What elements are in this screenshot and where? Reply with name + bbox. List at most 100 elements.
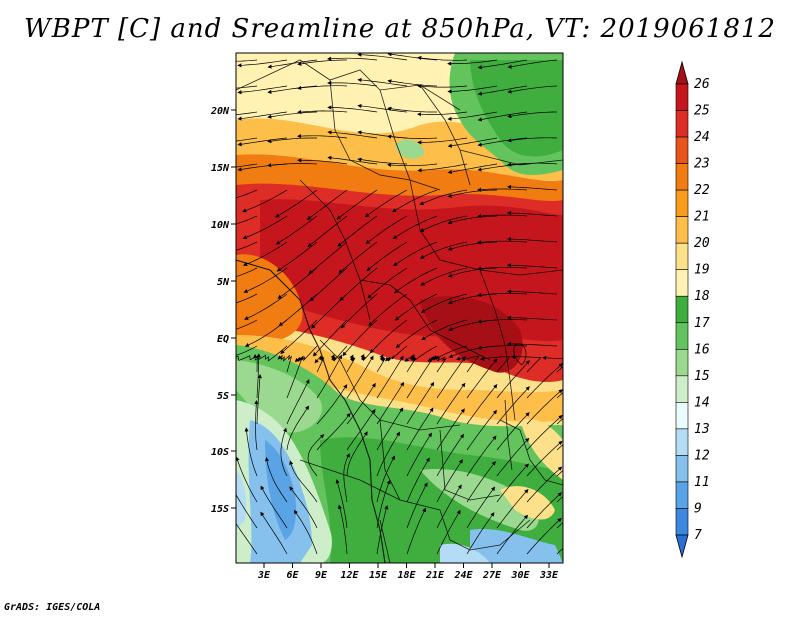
- streamline: [392, 189, 438, 213]
- latitude-axis: 20N 15N 10N 5N EQ 5S 10S 15S: [210, 106, 236, 515]
- streamline: [286, 379, 310, 425]
- streamline: [242, 241, 288, 266]
- streamline: [526, 440, 563, 477]
- streamline: [385, 345, 408, 362]
- streamline: [447, 59, 498, 66]
- streamline: [417, 55, 468, 61]
- streamline: [393, 241, 438, 267]
- streamline: [308, 241, 348, 275]
- streamline: [297, 59, 347, 66]
- streamline: [406, 507, 426, 555]
- streamline: [526, 389, 563, 425]
- streamline: [376, 354, 386, 373]
- lat-tick-label: 5N: [217, 277, 230, 288]
- streamline: [507, 237, 558, 243]
- colorbar-label: 11: [694, 475, 710, 490]
- colorbar-label: 26: [694, 77, 710, 92]
- streamline: [507, 162, 558, 167]
- streamline: [447, 111, 498, 121]
- streamlines: [236, 53, 563, 555]
- streamline: [477, 213, 528, 219]
- streamline: [507, 184, 558, 191]
- streamline: [417, 137, 468, 145]
- streamline: [507, 315, 558, 321]
- streamline: [507, 85, 558, 94]
- streamline: [456, 355, 480, 373]
- streamline: [376, 479, 391, 529]
- streamline: [466, 409, 498, 451]
- streamline: [376, 407, 404, 451]
- colorbar-label: 17: [694, 316, 710, 331]
- lon-tick-label: 27E: [482, 570, 502, 581]
- streamline: [286, 405, 310, 451]
- map-field: [236, 53, 563, 563]
- streamline: [316, 384, 348, 425]
- streamline: [392, 215, 438, 240]
- streamline: [237, 137, 288, 147]
- streamline: [466, 461, 496, 503]
- streamline: [346, 355, 374, 399]
- streamline: [236, 523, 258, 555]
- streamline: [236, 493, 258, 529]
- chart-title: WBPT [C] and Sreamline at 850hPa, VT: 20…: [24, 14, 776, 44]
- streamline: [306, 189, 348, 220]
- lat-tick-label: 15S: [211, 504, 229, 515]
- streamline: [417, 163, 468, 173]
- credit-text: GrADS: IGES/COLA: [4, 602, 101, 613]
- streamline: [256, 345, 288, 362]
- colorbar-label: 13: [694, 422, 710, 437]
- streamline: [477, 319, 528, 324]
- streamline: [376, 455, 396, 503]
- streamline: [267, 137, 317, 144]
- streamline: [242, 189, 288, 213]
- streamline: [237, 59, 288, 68]
- streamline: [237, 111, 288, 121]
- streamline: [447, 85, 498, 94]
- streamline: [466, 358, 498, 399]
- streamline: [311, 293, 348, 329]
- streamline: [236, 189, 258, 199]
- streamline: [526, 363, 563, 399]
- streamline: [343, 453, 350, 503]
- streamline: [275, 215, 318, 245]
- streamline: [410, 345, 438, 362]
- streamline: [447, 137, 498, 148]
- streamline: [340, 293, 378, 329]
- streamline: [477, 85, 528, 96]
- streamline: [286, 356, 303, 399]
- streamline: [507, 263, 558, 269]
- colorbar-label: 16: [694, 342, 710, 357]
- colorbar-label: 22: [694, 183, 710, 198]
- streamline: [496, 360, 530, 399]
- streamline: [267, 59, 318, 69]
- streamline: [236, 267, 258, 278]
- streamline: [477, 345, 528, 351]
- streamline: [477, 111, 528, 122]
- streamline: [466, 486, 496, 529]
- streamline: [393, 267, 438, 294]
- streamline: [237, 85, 288, 95]
- streamline: [293, 509, 318, 555]
- streamline: [507, 59, 558, 69]
- country-borders: [236, 59, 563, 563]
- streamline: [297, 158, 348, 165]
- streamline: [244, 293, 288, 320]
- streamline: [277, 354, 293, 373]
- colorbar-label: 15: [694, 369, 710, 384]
- lat-tick-label: 15N: [211, 163, 230, 174]
- colorbar-segment: [675, 189, 689, 217]
- streamline: [496, 489, 529, 529]
- streamline: [526, 466, 563, 503]
- streamline: [466, 512, 495, 555]
- colorbar-segment: [675, 269, 689, 297]
- streamline: [364, 189, 408, 218]
- streamline: [294, 345, 318, 363]
- streamline: [244, 319, 288, 347]
- streamline: [243, 267, 288, 293]
- lon-tick-label: 15E: [369, 570, 388, 581]
- colorbar-segment: [675, 508, 689, 536]
- lat-tick-label: 20N: [210, 106, 230, 117]
- streamline: [507, 341, 558, 347]
- streamline: [507, 289, 558, 295]
- streamline: [307, 434, 325, 477]
